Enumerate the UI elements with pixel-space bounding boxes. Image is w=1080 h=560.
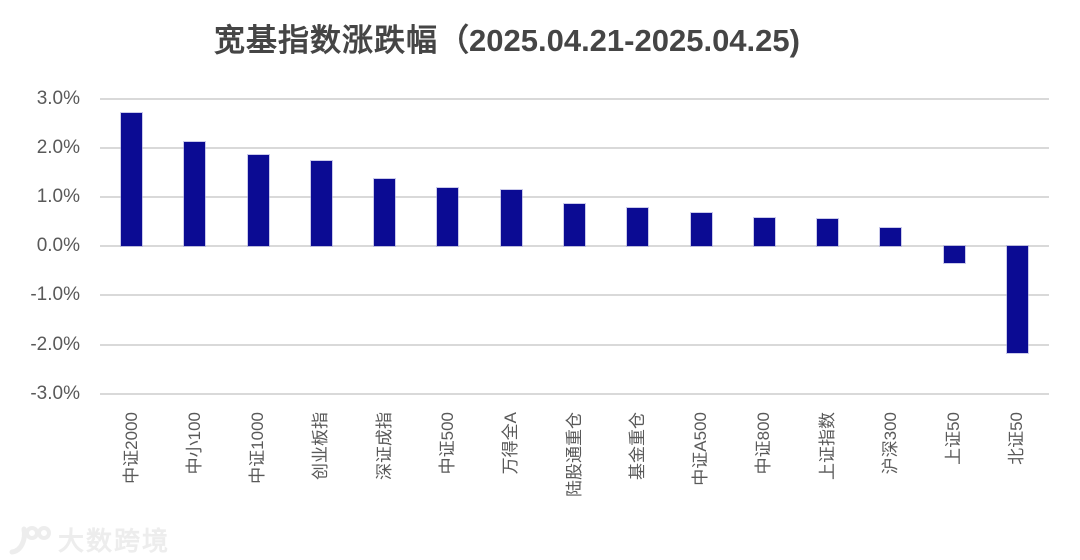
x-axis-category-label: 创业板指 [311,412,331,480]
x-axis-category-label: 深证成指 [374,412,394,480]
bar-深证成指 [374,178,396,247]
gridline [100,343,1049,346]
x-axis-category-label: 上证指数 [817,412,837,480]
y-axis-tick-label: 0.0% [36,235,80,257]
y-axis-tick-label: 1.0% [36,186,80,208]
y-axis-tick-label: 2.0% [36,137,80,159]
bar-北证50 [1006,246,1028,354]
gridline [100,147,1049,150]
gridline [100,294,1049,297]
x-axis-category-label: 中证800 [754,412,774,475]
x-axis-category-label: 中证1000 [248,412,268,484]
bar-中证2000 [121,112,143,247]
y-axis-tick-label: 3.0% [36,88,80,109]
bar-上证指数 [817,219,839,247]
x-axis-category-label: 基金重仓 [627,412,647,480]
gridline [100,392,1049,395]
gridline [100,98,1049,100]
x-axis-category-label: 陆股通重仓 [564,412,584,497]
x-axis-category-label: 万得全A [501,412,521,475]
chart-title-text: 宽基指数涨跌幅 [214,23,439,58]
bar-基金重仓 [627,208,649,247]
watermark-text: 大数跨境 [58,526,171,556]
bar-中证800 [753,218,775,247]
bar-创业板指 [310,160,332,247]
y-axis-tick-label: -1.0% [30,284,80,306]
bar-中小100 [184,142,206,247]
watermark-logo-icon [9,525,51,554]
gridline [100,196,1049,199]
bar-上证50 [943,246,965,264]
x-axis-category-label: 中小100 [184,412,204,475]
bar-陆股通重仓 [564,203,585,247]
y-axis-tick-label: -2.0% [30,333,80,355]
x-axis-category-label: 沪深300 [880,412,900,475]
watermark: 大数跨境 [8,521,170,558]
chart-title: 宽基指数涨跌幅（2025.04.21-2025.04.25) [0,22,1014,60]
x-axis-category-label: 上证50 [944,412,964,465]
gridline [100,245,1049,248]
y-axis-tick-label: -3.0% [30,382,80,404]
bar-万得全A [500,190,522,247]
x-axis-category-label: 中证A500 [691,412,711,486]
x-axis-category-label: 中证2000 [121,412,141,484]
x-axis-category-label: 北证50 [1007,412,1027,465]
chart-title-period: （2025.04.21-2025.04.25) [438,23,800,58]
bar-中证A500 [690,212,712,247]
bar-中证1000 [247,154,269,247]
bar-沪深300 [880,228,902,247]
x-axis-category-label: 中证500 [437,412,457,475]
bar-中证500 [437,187,459,247]
